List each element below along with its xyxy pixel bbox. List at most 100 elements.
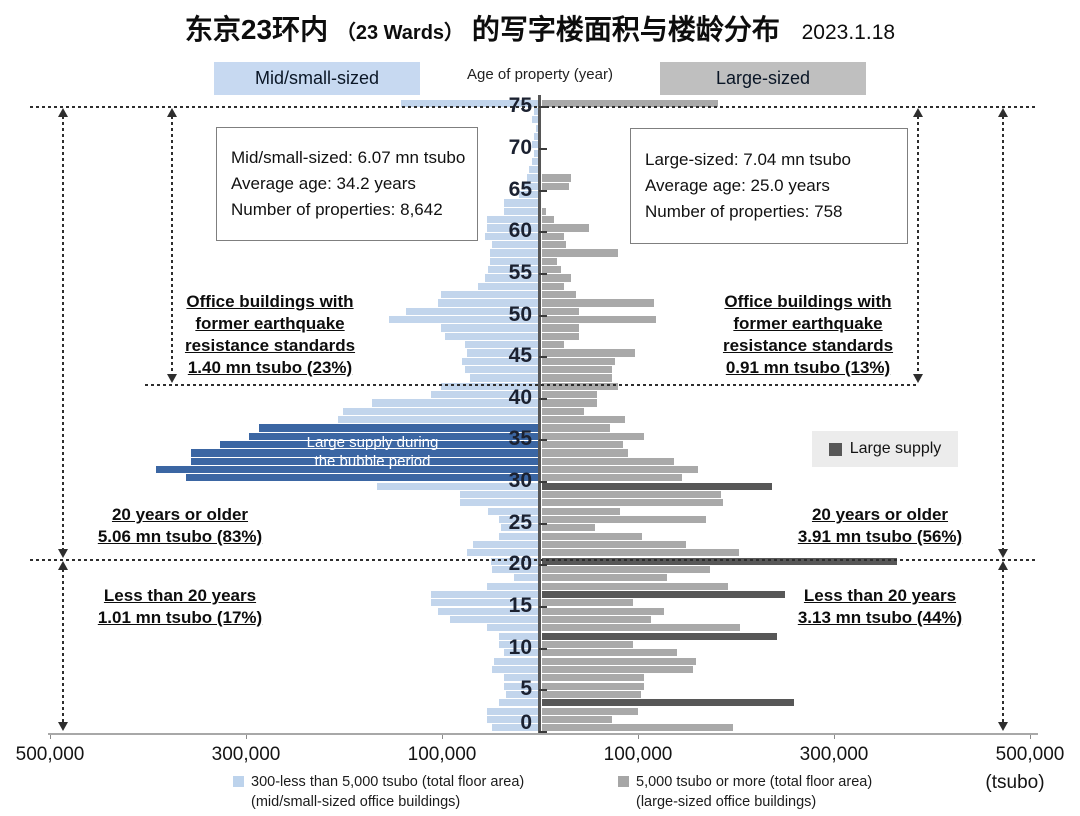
age-label-20: 20 <box>508 552 532 576</box>
bar-large-age-52 <box>541 291 576 299</box>
bar-large-age-54 <box>541 274 571 282</box>
bar-large-age-40 <box>541 391 598 399</box>
bar-mid-small-age-2 <box>486 707 539 715</box>
span-arrow-left-quake <box>167 108 177 383</box>
bar-mid-small-age-30 <box>185 474 539 482</box>
bar-large-age-17 <box>541 582 728 590</box>
bar-mid-small-age-36 <box>259 424 539 432</box>
x-label-5: 500,000 <box>995 744 1065 765</box>
x-label-2: 100,000 <box>407 744 477 765</box>
bar-large-age-41 <box>541 382 618 390</box>
x-tick-3 <box>638 734 639 739</box>
annotation-quake-left: Office buildings with former earthquake … <box>184 292 356 377</box>
info-line: Mid/small-sized: 6.07 mn tsubo <box>231 148 466 167</box>
age-tick-15 <box>539 606 547 609</box>
bar-mid-small-age-15 <box>430 599 539 607</box>
bar-large-age-30 <box>541 474 682 482</box>
bar-mid-small-age-48 <box>440 324 539 332</box>
title-date: 2023.1.18 <box>801 21 896 44</box>
bar-large-age-1 <box>541 715 613 724</box>
age-axis-title: Age of property (year) <box>467 66 613 83</box>
bar-large-age-61 <box>541 216 555 224</box>
bar-large-age-9 <box>541 649 677 657</box>
bar-mid-small-age-59 <box>484 232 539 240</box>
age-label-65: 65 <box>508 177 532 201</box>
x-tick-1 <box>246 734 247 739</box>
bar-mid-small-age-64 <box>518 191 539 199</box>
span-arrow-left-younger <box>58 561 68 731</box>
info-box-mid-small: Mid/small-sized: 6.07 mn tsubo Average a… <box>216 127 478 241</box>
bar-mid-small-age-13 <box>450 615 539 624</box>
bar-large-age-39 <box>541 399 598 407</box>
bar-large-age-0 <box>541 724 733 732</box>
bar-mid-small-age-56 <box>489 257 539 265</box>
age-tick-55 <box>539 272 547 275</box>
bar-mid-small-age-73 <box>531 116 539 124</box>
bar-mid-small-age-67 <box>528 166 539 174</box>
bar-large-age-11 <box>541 632 777 640</box>
bar-large-age-47 <box>541 332 579 340</box>
legend-mid-small: Mid/small-sized <box>214 62 420 95</box>
bar-mid-small-age-57 <box>489 249 539 257</box>
x-label-0: 500,000 <box>15 744 85 765</box>
bar-mid-small-age-50 <box>406 307 539 315</box>
bar-large-age-50 <box>541 307 579 315</box>
bar-large-age-21 <box>541 549 740 557</box>
span-arrow-right-older <box>998 108 1008 558</box>
bar-mid-small-age-17 <box>486 582 539 590</box>
bar-mid-small-age-41 <box>440 382 539 390</box>
bar-large-age-44 <box>541 357 615 365</box>
bottom-legend-mid-small: 300-less than 5,000 tsubo (total floor a… <box>233 772 593 812</box>
bar-mid-small-age-23 <box>499 532 539 540</box>
bar-large-age-56 <box>541 257 558 265</box>
bar-mid-small-age-28 <box>460 491 539 499</box>
bar-mid-small-age-31 <box>156 466 539 474</box>
bar-mid-small-age-7 <box>492 665 539 674</box>
page-title: 东京23环内 （23 Wards） 的写字楼面积与楼龄分布 2023.1.18 <box>0 8 1080 48</box>
bar-mid-small-age-39 <box>371 399 539 407</box>
bottom-legend-large: 5,000 tsubo or more (total floor area) (… <box>618 772 948 812</box>
age-tick-20 <box>539 564 547 567</box>
bar-mid-small-age-69 <box>533 149 539 157</box>
bar-large-age-65 <box>541 182 569 190</box>
bar-mid-small-age-65 <box>523 182 539 190</box>
bar-mid-small-age-52 <box>440 291 539 299</box>
age-label-60: 60 <box>508 219 532 243</box>
bar-large-age-15 <box>541 599 633 607</box>
title-wards: （23 Wards） <box>335 22 465 44</box>
age-tick-45 <box>539 356 547 359</box>
bar-mid-small-age-61 <box>486 216 539 224</box>
age-label-50: 50 <box>508 302 532 326</box>
age-tick-60 <box>539 231 547 234</box>
bar-large-age-58 <box>541 241 566 249</box>
bar-large-age-38 <box>541 407 584 415</box>
boundary-line-40yr <box>145 384 918 386</box>
bar-mid-small-age-63 <box>504 199 539 207</box>
bar-large-age-31 <box>541 466 699 474</box>
bar-mid-small-age-44 <box>462 357 539 365</box>
age-tick-65 <box>539 189 547 192</box>
bar-mid-small-age-53 <box>477 282 539 290</box>
bar-large-age-60 <box>541 224 589 232</box>
bar-large-age-62 <box>541 207 547 215</box>
bar-mid-small-age-42 <box>469 374 539 382</box>
bubble-period-label: Large supply during the bubble period <box>306 434 439 470</box>
annotation-quake-right: Office buildings with former earthquake … <box>722 292 894 377</box>
annotation-younger-right: Less than 20 years 3.13 mn tsubo (44%) <box>797 586 963 627</box>
bar-large-age-20 <box>541 557 898 565</box>
title-cjk-right: 的写字楼面积与楼龄分布 <box>471 14 780 45</box>
bar-large-age-42 <box>541 374 613 382</box>
x-label-3: 100,000 <box>603 744 673 765</box>
info-box-large: Large-sized: 7.04 mn tsubo Average age: … <box>630 128 908 244</box>
bar-mid-small-age-5 <box>504 682 539 690</box>
bar-mid-small-age-16 <box>430 590 539 599</box>
bar-large-age-22 <box>541 541 686 549</box>
bar-mid-small-age-62 <box>504 207 539 215</box>
large-supply-label: Large supply <box>849 440 942 457</box>
bar-mid-small-age-43 <box>465 366 539 374</box>
bar-mid-small-age-51 <box>437 299 539 307</box>
bar-large-age-7 <box>541 665 694 674</box>
bar-large-age-3 <box>541 699 795 707</box>
bar-mid-small-age-9 <box>504 649 539 657</box>
bar-mid-small-age-10 <box>499 640 539 649</box>
